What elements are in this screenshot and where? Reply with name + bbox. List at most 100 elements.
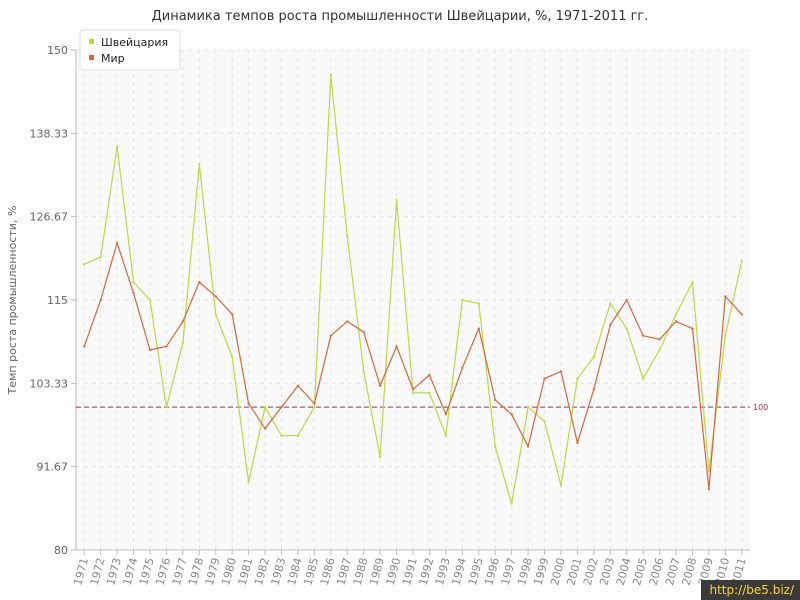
y-tick-label: 103.33: [30, 377, 69, 390]
data-point-switzerland: [461, 298, 464, 302]
data-point-switzerland: [346, 234, 349, 237]
legend-label: Швейцария: [101, 36, 168, 49]
data-point-switzerland: [707, 470, 711, 473]
chart-title: Динамика темпов роста промышленности Шве…: [151, 9, 649, 24]
data-point-world: [115, 241, 119, 245]
data-point-world: [132, 291, 135, 295]
y-axis-title: Темп роста промышленности, %: [6, 206, 19, 396]
data-point-switzerland: [641, 377, 645, 380]
y-tick-label: 138.33: [30, 127, 69, 140]
data-point-world: [461, 366, 464, 370]
y-tick-label: 150: [47, 44, 68, 57]
data-point-world: [198, 280, 201, 284]
data-point-switzerland: [609, 302, 612, 305]
data-point-world: [526, 445, 530, 448]
data-point-switzerland: [148, 298, 152, 302]
data-point-world: [181, 320, 185, 323]
y-tick-label: 91.67: [37, 461, 69, 474]
legend-swatch: [89, 39, 94, 44]
data-point-world: [263, 427, 267, 430]
data-point-world: [148, 348, 152, 352]
data-point-switzerland: [625, 327, 628, 330]
data-point-world: [543, 377, 546, 380]
data-point-switzerland: [477, 302, 480, 305]
data-point-switzerland: [247, 480, 250, 484]
data-point-world: [346, 320, 349, 323]
data-point-world: [362, 330, 365, 334]
data-point-world: [214, 295, 217, 298]
data-point-world: [165, 345, 168, 348]
data-point-switzerland: [214, 313, 217, 316]
data-point-switzerland: [378, 455, 382, 459]
data-point-switzerland: [576, 377, 579, 380]
data-point-world: [378, 384, 382, 387]
legend-label: Мир: [101, 52, 125, 65]
data-point-world: [83, 345, 86, 348]
data-point-switzerland: [83, 263, 86, 266]
data-point-world: [247, 402, 250, 405]
y-tick-label: 115: [47, 294, 68, 307]
data-point-world: [493, 398, 497, 402]
data-point-world: [740, 313, 743, 316]
data-point-switzerland: [313, 405, 316, 409]
data-point-world: [230, 313, 234, 316]
data-point-switzerland: [280, 434, 283, 437]
data-point-switzerland: [115, 145, 119, 148]
data-point-switzerland: [559, 484, 563, 487]
data-point-switzerland: [740, 259, 743, 262]
data-point-switzerland: [428, 391, 431, 395]
data-point-world: [296, 384, 300, 387]
data-point-switzerland: [263, 405, 267, 409]
data-point-world: [99, 298, 102, 302]
data-point-switzerland: [99, 255, 102, 259]
data-point-world: [559, 370, 563, 373]
reference-line-label: 100: [753, 403, 768, 412]
data-point-world: [592, 388, 596, 391]
watermark-link[interactable]: http://be5.biz/: [701, 580, 800, 600]
data-point-switzerland: [493, 445, 497, 448]
data-point-world: [428, 373, 431, 377]
data-point-switzerland: [444, 434, 448, 437]
data-point-switzerland: [230, 355, 234, 359]
data-point-switzerland: [510, 502, 513, 505]
data-point-switzerland: [329, 73, 333, 77]
data-point-world: [674, 320, 678, 323]
data-point-switzerland: [674, 313, 678, 316]
y-tick-label: 80: [54, 544, 68, 557]
data-point-world: [625, 298, 628, 302]
data-point-switzerland: [132, 280, 135, 284]
data-point-world: [707, 488, 711, 491]
data-point-world: [444, 413, 448, 416]
legend-swatch: [89, 55, 94, 60]
data-point-world: [576, 441, 579, 445]
data-point-switzerland: [592, 355, 596, 359]
data-point-switzerland: [181, 341, 185, 345]
legend-box: [79, 29, 181, 71]
y-tick-label: 126.67: [30, 211, 69, 224]
data-point-switzerland: [658, 348, 661, 352]
data-point-switzerland: [395, 198, 398, 202]
data-point-world: [658, 338, 661, 341]
data-point-switzerland: [411, 391, 415, 395]
data-point-switzerland: [724, 334, 727, 337]
data-point-switzerland: [296, 434, 300, 437]
data-point-world: [477, 327, 480, 330]
data-point-world: [395, 345, 398, 348]
legend: Швейцария Мир: [79, 29, 181, 71]
data-point-world: [609, 323, 612, 327]
data-point-world: [280, 405, 283, 409]
data-point-switzerland: [691, 280, 694, 284]
data-point-switzerland: [543, 420, 546, 423]
data-point-switzerland: [362, 370, 365, 373]
data-point-world: [724, 295, 727, 298]
data-point-switzerland: [526, 405, 530, 409]
data-point-world: [691, 327, 694, 330]
data-point-world: [641, 334, 645, 337]
data-point-world: [411, 388, 415, 391]
data-point-world: [510, 413, 513, 416]
data-point-switzerland: [165, 405, 168, 409]
data-point-switzerland: [198, 163, 201, 166]
data-point-world: [313, 402, 316, 405]
data-point-world: [329, 334, 333, 337]
